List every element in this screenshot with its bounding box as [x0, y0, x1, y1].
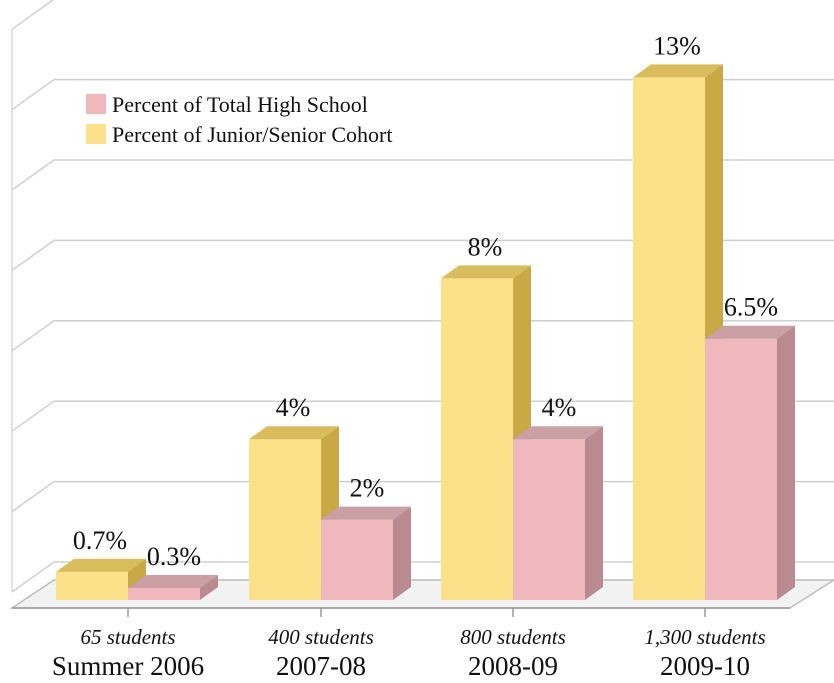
bar-front	[56, 571, 128, 600]
legend-swatch-0	[86, 94, 106, 114]
bar-top	[633, 64, 723, 78]
bar-top	[128, 574, 218, 588]
bar-front	[128, 587, 200, 600]
bar-front	[321, 519, 393, 600]
category-label: 2008-09	[468, 651, 558, 681]
bar-front	[249, 439, 321, 600]
gridline	[11, 320, 834, 352]
value-label-cohort-2: 8%	[468, 232, 503, 261]
gridlines	[11, 0, 834, 593]
legend: Percent of Total High School Percent of J…	[86, 92, 392, 147]
value-label-cohort-1: 4%	[276, 393, 311, 422]
student-count-label: 400 students	[268, 625, 374, 649]
student-count-label: 65 students	[80, 625, 175, 649]
bars	[56, 64, 795, 600]
gridline	[11, 239, 834, 272]
bar-total-2	[513, 426, 603, 600]
bar-top	[56, 558, 146, 572]
bar-front	[633, 77, 705, 600]
gridline	[11, 400, 834, 432]
student-count-label: 1,300 students	[644, 625, 765, 649]
bar-total-0	[128, 574, 218, 600]
bar-side	[777, 325, 795, 600]
value-labels: 0.7% 0.3% 4% 2% 8% 4% 13% 6.5%	[73, 31, 778, 571]
gridline	[11, 0, 55, 30]
gridline	[11, 78, 834, 111]
legend-label-0: Percent of Total High School	[112, 92, 368, 117]
student-count-label: 800 students	[460, 625, 566, 649]
bar-front	[705, 338, 777, 600]
bar-top	[441, 265, 531, 279]
bar-front	[441, 278, 513, 600]
bar-top	[249, 426, 339, 440]
legend-label-1: Percent of Junior/Senior Cohort	[112, 122, 392, 147]
bar-total-1	[321, 506, 411, 600]
bar-side	[585, 426, 603, 600]
bar-cohort-0	[56, 558, 146, 600]
value-label-total-3: 6.5%	[724, 293, 778, 322]
category-label: 2007-08	[276, 651, 366, 681]
category-label: Summer 2006	[52, 651, 204, 681]
bar-top	[705, 325, 795, 339]
legend-swatch-1	[86, 124, 106, 144]
gridline	[11, 159, 834, 191]
bar-total-3	[705, 325, 795, 600]
value-label-cohort-3: 13%	[653, 31, 701, 60]
bar-front	[513, 439, 585, 600]
bar-top	[321, 506, 411, 520]
value-label-total-1: 2%	[350, 474, 385, 503]
bar-side	[200, 574, 218, 600]
value-label-total-0: 0.3%	[147, 542, 201, 571]
bar-top	[513, 426, 603, 440]
value-label-total-2: 4%	[542, 393, 577, 422]
bar-side	[393, 506, 411, 600]
category-label: 2009-10	[660, 651, 750, 681]
value-label-cohort-0: 0.7%	[73, 526, 127, 555]
